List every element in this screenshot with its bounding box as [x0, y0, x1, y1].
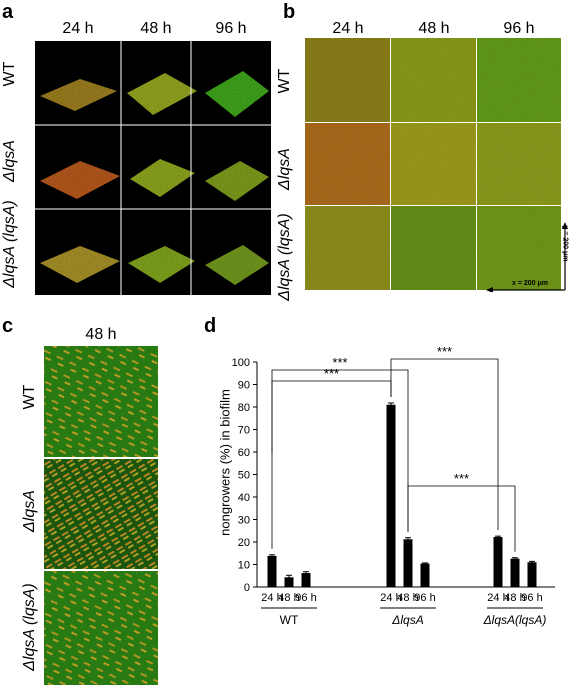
panel-d-label: d — [204, 315, 217, 337]
scale-x-label: x = 200 μm — [512, 280, 549, 287]
significance-bracket — [390, 358, 499, 531]
y-tick-label: 50 — [238, 470, 250, 482]
bar — [527, 562, 537, 587]
panel-c-image-stack — [44, 346, 158, 685]
x-tick-label: 24 h — [261, 592, 282, 604]
x-tick-label: 24 h — [380, 592, 401, 604]
group-label: ΔlqsA — [391, 613, 423, 627]
y-tick-label: 40 — [238, 492, 250, 504]
panel-c-col-48h: 48 h — [85, 326, 117, 343]
panel-b-image-grid — [305, 38, 561, 290]
x-tick-label: 24 h — [487, 592, 508, 604]
y-tick-label: 60 — [238, 447, 250, 459]
significance-bracket — [271, 369, 409, 532]
x-tick-label: 96 h — [414, 592, 435, 604]
y-tick-label: 20 — [238, 537, 250, 549]
panel-a-col-24h: 24 h — [62, 20, 94, 37]
x-tick-label: 48 h — [504, 592, 525, 604]
y-tick-label: 100 — [232, 357, 250, 369]
bar — [420, 563, 430, 587]
x-tick-label: 48 h — [397, 592, 418, 604]
y-tick-label: 0 — [244, 582, 250, 594]
bar — [284, 577, 294, 587]
panel-b-col-96h: 96 h — [503, 20, 535, 37]
bar — [267, 555, 277, 587]
bar — [510, 558, 520, 587]
panel-a-col-48h: 48 h — [140, 20, 172, 37]
y-tick-label: 80 — [238, 402, 250, 414]
panel-b-col-24h: 24 h — [332, 20, 364, 37]
x-tick-label: 48 h — [278, 592, 299, 604]
panel-b-col-48h: 48 h — [418, 20, 450, 37]
y-tick-label: 70 — [238, 425, 250, 437]
bar — [493, 537, 503, 587]
significance-label: *** — [437, 344, 452, 359]
panel-c-svg — [44, 346, 158, 685]
panel-a-label: a — [2, 1, 14, 23]
scale-bar-arrows — [486, 222, 568, 292]
y-tick-label: 30 — [238, 515, 250, 527]
x-tick-label: 96 h — [521, 592, 542, 604]
y-tick-label: 10 — [238, 560, 250, 572]
x-tick-label: 96 h — [295, 592, 316, 604]
significance-bracket — [271, 380, 392, 549]
panel-a-image-grid — [35, 41, 271, 295]
panel-b-svg — [305, 38, 561, 290]
y-tick-label: 90 — [238, 380, 250, 392]
bar — [301, 573, 311, 587]
panel-b-label: b — [283, 1, 296, 23]
significance-label: *** — [332, 355, 347, 370]
significance-label: *** — [454, 471, 469, 486]
group-label: ΔlqsA(lqsA) — [483, 613, 547, 627]
panel-c-label: c — [2, 315, 14, 337]
bar — [386, 404, 396, 587]
bar — [403, 539, 413, 587]
group-label: WT — [280, 613, 299, 627]
panel-a-col-96h: 96 h — [215, 20, 247, 37]
panel-a-svg — [35, 41, 271, 295]
significance-bracket — [407, 485, 516, 552]
